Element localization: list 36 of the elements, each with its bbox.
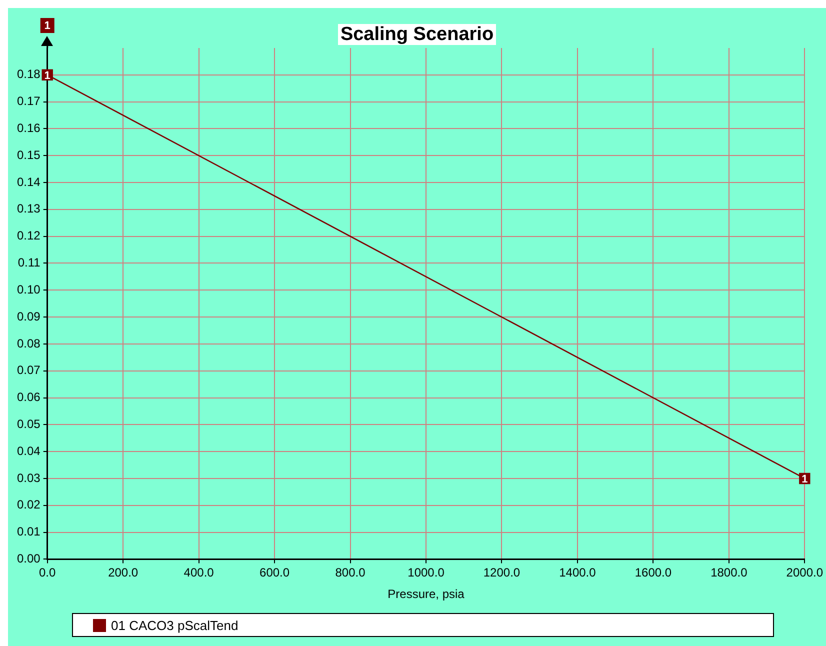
y-tick-label: 0.13 [16,202,41,216]
y-tick-label: 0.10 [16,282,41,296]
y-tick-label: 0.15 [16,148,41,162]
y-tick-label: 0.04 [16,444,41,458]
x-tick-label: 1400.0 [559,566,596,580]
x-tick-label: 800.0 [335,566,366,580]
y-tick-label: 0.14 [16,174,41,189]
x-tick-label: 200.0 [108,566,138,580]
x-tick-label: 2000.0 [786,566,824,580]
annotation: 1 [802,474,808,486]
y-tick-label: 0.09 [16,309,41,324]
y-tick-label: 0.12 [16,228,41,243]
y-tick-label: 0.02 [16,498,41,512]
y-tick-label: 0.01 [16,524,41,539]
y-tick-label: 0.05 [16,416,41,431]
x-tick-label: 1200.0 [483,566,520,580]
x-tick-label: 600.0 [260,566,290,580]
y-tick-label: 0.08 [16,336,41,350]
x-tick-label: 1600.0 [634,566,672,580]
y-tick-label: 0.07 [16,363,41,378]
y-tick-label: 0.11 [18,256,41,270]
legend-label: 01 CACO3 pScalTend [111,618,238,632]
annotation: 1 [44,70,50,82]
y-axis-title: 1 [44,20,50,32]
y-tick-label: 0.17 [16,94,41,108]
x-axis-title: Pressure, psia [388,587,465,602]
chart-title: Scaling Scenario [338,24,496,45]
x-tick-label: 1800.0 [710,566,748,580]
x-tick-label: 0.0 [39,566,56,580]
x-tick-label: 1000.0 [408,566,445,580]
y-tick-label: 0.03 [16,470,41,485]
x-tick-label: 400.0 [184,566,214,580]
y-tick-label: 0.16 [16,121,41,136]
y-tick-label: 0.06 [16,390,41,404]
y-tick-label: 0.18 [16,67,41,82]
y-tick-label: 0.00 [16,552,41,566]
